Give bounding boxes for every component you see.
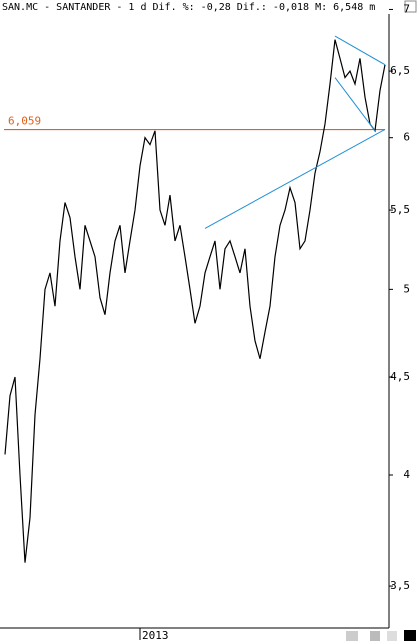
close-button[interactable] [404,0,417,13]
y-tick-label: 5 [403,282,410,295]
y-tick-label: 4 [403,468,410,481]
y-tick-label: 6,5 [390,64,410,77]
y-tick-label: 6 [403,131,410,144]
trend-line [334,35,386,66]
trend-line [334,77,376,132]
save-icon[interactable] [370,631,380,641]
y-tick-label: 3,5 [390,579,410,592]
tool-icon[interactable] [346,631,358,641]
horizontal-line-label: 6,059 [8,115,41,128]
trend-line [204,128,386,229]
fullscreen-icon[interactable] [404,630,416,641]
y-tick-label: 5,5 [390,203,410,216]
y-tick-label: 4,5 [390,370,410,383]
y-tick-label: 7 [403,2,410,15]
price-line [4,39,386,563]
x-tick-label: 2013 [142,629,169,642]
chart-title: SAN.MC - SANTANDER - 1 d Dif. %: -0,28 D… [2,2,375,13]
pin-icon[interactable] [387,631,397,641]
